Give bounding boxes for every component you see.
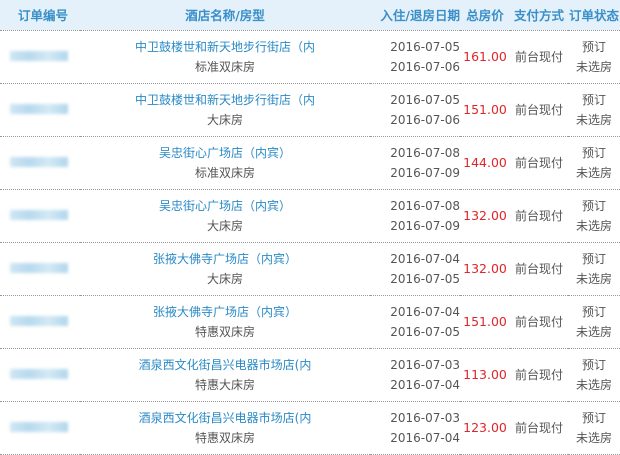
header-payment: 支付方式 (510, 0, 568, 31)
checkin-date: 2016-07-05 (390, 39, 460, 54)
checkin-date: 2016-07-08 (390, 145, 460, 160)
checkout-date: 2016-07-04 (390, 377, 460, 392)
room-selection-status: 未选房 (575, 324, 612, 339)
hotel-name-link[interactable]: 吴忠街心广场店（内宾） (158, 198, 291, 213)
checkin-date: 2016-07-08 (390, 198, 460, 213)
hotel-name-link[interactable]: 中卫鼓楼世和新天地步行街店（内 (134, 39, 315, 54)
order-status: 预订 (581, 145, 606, 160)
table-row: 吴忠街心广场店（内宾） 大床房 2016-07-08 2016-07-09 132.… (0, 189, 620, 243)
order-number-blurred[interactable] (10, 50, 68, 61)
order-number-blurred[interactable] (10, 262, 68, 273)
table-header: 订单编号 酒店名称/房型 入住/退房日期 总房价 支付方式 订单状态 (0, 0, 620, 31)
room-selection-status: 未选房 (575, 59, 612, 74)
payment-method: 前台现付 (510, 242, 568, 296)
total-price: 132.00 (460, 189, 510, 243)
room-selection-status: 未选房 (575, 271, 612, 286)
room-type: 标准双床房 (194, 165, 255, 180)
total-price: 151.00 (460, 83, 510, 137)
order-status: 预订 (581, 198, 606, 213)
room-type: 特惠双床房 (194, 324, 255, 339)
payment-method: 前台现付 (510, 295, 568, 349)
total-price: 113.00 (460, 348, 510, 402)
total-price: 123.00 (460, 401, 510, 455)
hotel-name-link[interactable]: 张掖大佛寺广场店（内宾） (152, 304, 297, 319)
payment-method: 前台现付 (510, 348, 568, 402)
payment-method: 前台现付 (510, 83, 568, 137)
header-hotel: 酒店名称/房型 (80, 0, 370, 31)
room-type: 大床房 (206, 218, 243, 233)
checkin-date: 2016-07-03 (390, 410, 460, 425)
payment-method: 前台现付 (510, 189, 568, 243)
order-number-blurred[interactable] (10, 156, 68, 167)
order-number-blurred[interactable] (10, 209, 68, 220)
order-status: 预订 (581, 304, 606, 319)
header-status: 订单状态 (568, 0, 620, 31)
payment-method: 前台现付 (510, 136, 568, 190)
hotel-name-link[interactable]: 中卫鼓楼世和新天地步行街店（内 (134, 92, 315, 107)
checkout-date: 2016-07-05 (390, 271, 460, 286)
checkout-date: 2016-07-04 (390, 430, 460, 445)
hotel-name-link[interactable]: 酒泉西文化街昌兴电器市场店(内 (138, 357, 312, 372)
order-status: 预订 (581, 410, 606, 425)
total-price: 161.00 (460, 30, 510, 84)
checkin-date: 2016-07-04 (390, 304, 460, 319)
order-status: 预订 (581, 357, 606, 372)
total-price: 151.00 (460, 295, 510, 349)
checkin-date: 2016-07-04 (390, 251, 460, 266)
checkout-date: 2016-07-09 (390, 218, 460, 233)
room-type: 标准双床房 (194, 59, 255, 74)
room-type: 大床房 (206, 112, 243, 127)
order-number-blurred[interactable] (10, 368, 68, 379)
table-row: 酒泉西文化街昌兴电器市场店(内 特惠双床房 2016-07-03 2016-07-0… (0, 401, 620, 455)
table-row: 吴忠街心广场店（内宾） 标准双床房 2016-07-08 2016-07-09 14… (0, 136, 620, 190)
hotel-name-link[interactable]: 酒泉西文化街昌兴电器市场店(内 (138, 410, 312, 425)
table-row: 张掖大佛寺广场店（内宾） 大床房 2016-07-04 2016-07-05 132… (0, 242, 620, 296)
room-selection-status: 未选房 (575, 430, 612, 445)
room-selection-status: 未选房 (575, 218, 612, 233)
order-status: 预订 (581, 251, 606, 266)
checkin-date: 2016-07-03 (390, 357, 460, 372)
table-row: 中卫鼓楼世和新天地步行街店（内 标准双床房 2016-07-05 2016-07-0… (0, 30, 620, 84)
total-price: 132.00 (460, 242, 510, 296)
payment-method: 前台现付 (510, 30, 568, 84)
room-selection-status: 未选房 (575, 112, 612, 127)
table-row: 张掖大佛寺广场店（内宾） 特惠双床房 2016-07-04 2016-07-05 1… (0, 295, 620, 349)
checkout-date: 2016-07-05 (390, 324, 460, 339)
checkout-date: 2016-07-06 (390, 112, 460, 127)
order-status: 预订 (581, 39, 606, 54)
order-number-blurred[interactable] (10, 421, 68, 432)
hotel-name-link[interactable]: 吴忠街心广场店（内宾） (158, 145, 291, 160)
checkin-date: 2016-07-05 (390, 92, 460, 107)
header-dates: 入住/退房日期 (370, 0, 460, 31)
room-type: 大床房 (206, 271, 243, 286)
order-status: 预订 (581, 92, 606, 107)
hotel-name-link[interactable]: 张掖大佛寺广场店（内宾） (152, 251, 297, 266)
header-order-no: 订单编号 (0, 0, 80, 31)
room-type: 特惠双床房 (194, 430, 255, 445)
checkout-date: 2016-07-09 (390, 165, 460, 180)
checkout-date: 2016-07-06 (390, 59, 460, 74)
table-row: 中卫鼓楼世和新天地步行街店（内 大床房 2016-07-05 2016-07-06 … (0, 83, 620, 137)
room-type: 特惠大床房 (194, 377, 255, 392)
payment-method: 前台现付 (510, 401, 568, 455)
order-number-blurred[interactable] (10, 103, 68, 114)
order-number-blurred[interactable] (10, 315, 68, 326)
room-selection-status: 未选房 (575, 165, 612, 180)
room-selection-status: 未选房 (575, 377, 612, 392)
table-row: 酒泉西文化街昌兴电器市场店(内 特惠大床房 2016-07-03 2016-07-0… (0, 348, 620, 402)
header-price: 总房价 (460, 0, 510, 31)
total-price: 144.00 (460, 136, 510, 190)
